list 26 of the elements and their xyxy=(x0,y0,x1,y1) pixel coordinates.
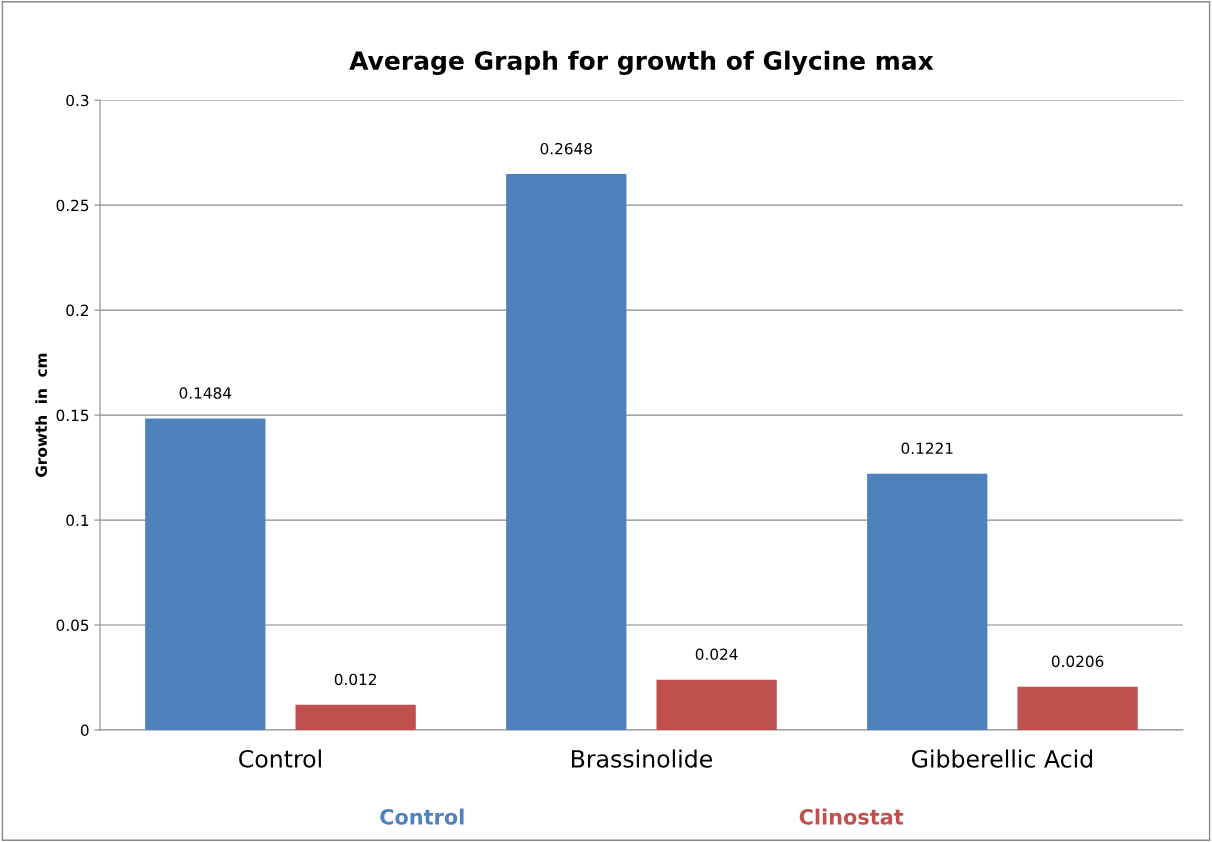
y-axis-title: Growth in cm xyxy=(35,353,48,477)
data-label: 0.024 xyxy=(695,648,738,660)
data-label: 0.012 xyxy=(334,673,376,686)
data-label: 0.0206 xyxy=(1051,655,1104,668)
x-tick-label: Brassinolide xyxy=(571,749,712,768)
y-tick-label: 0.1 xyxy=(66,514,89,527)
x-tick-label: Control xyxy=(239,749,321,768)
y-tick-label: 0.25 xyxy=(56,199,89,212)
y-tick-label: 0.3 xyxy=(66,94,89,107)
y-tick-label: 0.15 xyxy=(56,409,89,422)
bar xyxy=(867,473,988,731)
y-tick-label: 0 xyxy=(80,724,89,737)
bar xyxy=(506,174,627,731)
data-label: 0.2648 xyxy=(540,142,592,155)
text: Clinostat xyxy=(799,808,904,825)
bar xyxy=(1017,686,1138,731)
bar xyxy=(145,418,266,731)
data-label: 0.1484 xyxy=(179,387,232,399)
bar xyxy=(295,704,416,731)
chart-title: Average Graph for growth of Glycine max xyxy=(349,50,934,76)
x-tick-label: Gibberellic Acid xyxy=(912,749,1093,768)
data-label: 0.1221 xyxy=(901,442,953,455)
bar xyxy=(656,679,777,731)
y-tick-label: 0.05 xyxy=(56,619,89,632)
text: Control xyxy=(380,808,464,825)
y-tick-label: 0.2 xyxy=(66,304,89,317)
